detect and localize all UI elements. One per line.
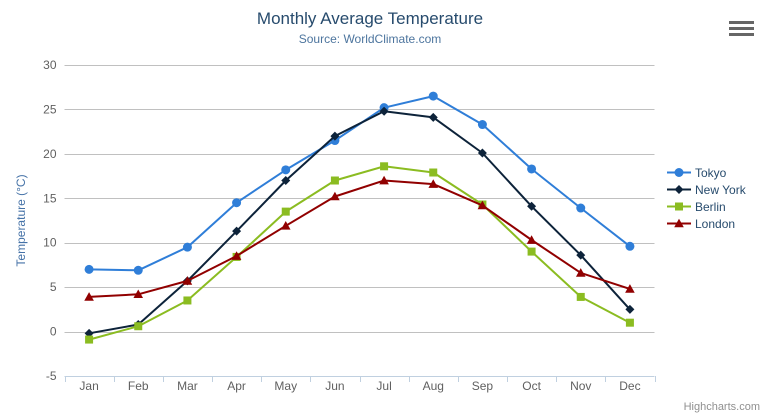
x-axis-label: Oct	[522, 379, 541, 393]
marker-new-york[interactable]	[576, 250, 586, 260]
legend-item-new-york[interactable]: New York	[667, 182, 746, 197]
x-axis-label: Jun	[325, 379, 344, 393]
chart-title: Monthly Average Temperature	[256, 9, 484, 28]
x-axis-label: Aug	[423, 379, 444, 393]
marker-london[interactable]	[280, 221, 291, 230]
marker-berlin[interactable]	[281, 207, 290, 216]
marker-tokyo[interactable]	[428, 91, 438, 101]
y-axis-label: 0	[50, 325, 57, 339]
marker-london[interactable]	[133, 289, 144, 299]
circle-marker-icon	[667, 168, 691, 177]
marker-tokyo[interactable]	[84, 264, 94, 274]
marker-berlin[interactable]	[85, 335, 94, 344]
legend-label: Berlin	[695, 199, 726, 214]
marker-berlin[interactable]	[625, 318, 634, 327]
series-line-berlin[interactable]	[88, 165, 631, 341]
y-axis-label: 30	[43, 58, 57, 72]
x-axis-label: Sep	[472, 379, 494, 393]
triangle-marker-icon	[667, 218, 691, 228]
hamburger-icon	[729, 27, 754, 30]
x-axis-label: Feb	[128, 379, 149, 393]
marker-new-york[interactable]	[428, 112, 438, 122]
series-line-tokyo[interactable]	[88, 95, 631, 272]
legend-label: New York	[695, 182, 746, 197]
square-marker-icon	[667, 202, 691, 211]
marker-tokyo[interactable]	[232, 198, 242, 208]
marker-berlin[interactable]	[576, 292, 585, 301]
hamburger-icon	[729, 21, 754, 24]
x-axis-label: Jul	[376, 379, 391, 393]
marker-new-york[interactable]	[477, 148, 487, 158]
credits-link[interactable]: Highcharts.com	[683, 401, 760, 413]
legend-item-london[interactable]: London	[667, 216, 746, 231]
hamburger-icon	[729, 33, 754, 36]
marker-new-york[interactable]	[330, 131, 340, 141]
x-axis-label: Jan	[79, 379, 98, 393]
marker-london[interactable]	[182, 276, 193, 285]
marker-tokyo[interactable]	[477, 120, 487, 130]
marker-berlin[interactable]	[183, 296, 192, 305]
x-axis-label: May	[274, 379, 297, 393]
marker-new-york[interactable]	[232, 226, 242, 236]
y-axis-label: 25	[43, 102, 57, 116]
marker-berlin[interactable]	[134, 322, 143, 331]
legend-label: Tokyo	[695, 165, 727, 180]
marker-berlin[interactable]	[330, 176, 339, 185]
marker-tokyo[interactable]	[576, 203, 586, 213]
marker-new-york[interactable]	[379, 106, 389, 116]
series-line-london[interactable]	[88, 179, 631, 298]
x-axis-label: Dec	[619, 379, 640, 393]
y-axis-label: 5	[50, 280, 57, 294]
marker-berlin[interactable]	[380, 162, 389, 171]
y-axis-label: -5	[46, 369, 57, 383]
x-axis-label: Mar	[177, 379, 198, 393]
marker-tokyo[interactable]	[527, 164, 537, 174]
marker-tokyo[interactable]	[625, 241, 635, 251]
marker-london[interactable]	[428, 179, 439, 188]
marker-london[interactable]	[625, 284, 635, 293]
legend: Tokyo New York Berlin London	[667, 165, 746, 231]
marker-tokyo[interactable]	[133, 265, 143, 275]
marker-london[interactable]	[379, 175, 389, 185]
y-axis-label: 20	[43, 147, 57, 161]
x-axis-label: Apr	[227, 379, 246, 393]
marker-london[interactable]	[477, 200, 488, 210]
marker-tokyo[interactable]	[182, 242, 192, 252]
marker-london[interactable]	[231, 251, 242, 260]
marker-london[interactable]	[84, 292, 94, 301]
marker-london[interactable]	[575, 268, 586, 277]
y-axis-label: 15	[43, 191, 57, 205]
series-line-new-york[interactable]	[88, 110, 631, 335]
marker-london[interactable]	[330, 191, 340, 201]
marker-tokyo[interactable]	[281, 165, 291, 175]
marker-london[interactable]	[526, 235, 537, 244]
y-axis-title: Temperature (°C)	[14, 174, 28, 266]
legend-item-tokyo[interactable]: Tokyo	[667, 165, 746, 180]
export-menu-button[interactable]	[729, 20, 754, 36]
marker-berlin[interactable]	[527, 247, 536, 256]
legend-item-berlin[interactable]: Berlin	[667, 199, 746, 214]
legend-label: London	[695, 216, 736, 231]
marker-berlin[interactable]	[429, 168, 438, 177]
marker-new-york[interactable]	[281, 176, 291, 186]
x-axis-label: Nov	[570, 379, 591, 393]
diamond-marker-icon	[667, 185, 691, 194]
marker-new-york[interactable]	[527, 201, 537, 211]
chart-subtitle: Source: WorldClimate.com	[298, 32, 442, 46]
marker-new-york[interactable]	[625, 304, 635, 314]
y-axis-label: 10	[43, 236, 57, 250]
